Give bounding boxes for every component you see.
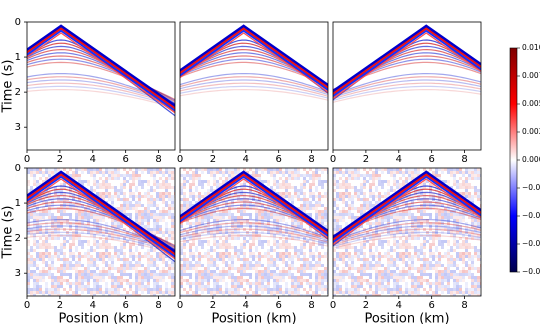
wavefield-image <box>180 22 328 150</box>
x-axis-label: Position (km) <box>211 312 296 324</box>
colorbar-tick-label: 0.0075 <box>522 71 540 80</box>
colorbar-tick-label: −0.0025 <box>522 183 540 192</box>
wavefield-image <box>333 22 481 150</box>
wavefield-image <box>27 22 175 150</box>
y-axis-label: Time (s) <box>1 60 16 114</box>
x-tick-label: 6 <box>122 154 128 165</box>
y-tick-label: 1 <box>15 198 21 209</box>
panel: 0 2 4 6 8 Position (km) <box>177 167 329 324</box>
x-tick-label: 2 <box>210 154 216 165</box>
x-tick-label: 4 <box>90 300 96 311</box>
y-tick-label: 2 <box>15 87 21 98</box>
y-tick-label: 0 <box>15 17 21 28</box>
colorbar-tick-label: −0.0050 <box>522 211 540 220</box>
x-axis-label: Position (km) <box>364 312 449 324</box>
colorbar-tick-label: 0.0050 <box>522 99 540 108</box>
wavefield-image <box>333 168 481 296</box>
axes-frame <box>26 21 176 151</box>
colorbar-tick-label: −0.0100 <box>522 267 540 276</box>
axes-frame <box>332 167 482 297</box>
x-tick-label: 6 <box>428 300 434 311</box>
panel: 0 2 4 6 8 0 1 2 3 Time (s) <box>1 17 176 165</box>
x-tick-label: 8 <box>461 154 467 165</box>
axes-frame <box>26 167 176 297</box>
x-tick-label: 0 <box>177 154 183 165</box>
y-tick-label: 0 <box>15 163 21 174</box>
y-tick-label: 1 <box>15 52 21 63</box>
wavefield-image <box>27 168 175 296</box>
colorbar <box>509 47 518 273</box>
x-tick-label: 8 <box>155 300 161 311</box>
axes-frame <box>332 21 482 151</box>
x-tick-label: 0 <box>24 154 30 165</box>
x-tick-label: 0 <box>24 300 30 311</box>
x-tick-label: 2 <box>363 154 369 165</box>
x-tick-label: 4 <box>243 154 249 165</box>
panel: 0 2 4 6 8 <box>330 21 482 165</box>
x-tick-label: 8 <box>308 154 314 165</box>
x-tick-label: 2 <box>57 154 63 165</box>
y-tick-label: 2 <box>15 233 21 244</box>
x-tick-label: 2 <box>210 300 216 311</box>
x-axis-label: Position (km) <box>58 312 143 324</box>
x-tick-label: 4 <box>243 300 249 311</box>
x-tick-label: 6 <box>275 154 281 165</box>
x-tick-label: 6 <box>428 154 434 165</box>
y-axis-label: Time (s) <box>1 206 16 260</box>
x-tick-label: 4 <box>90 154 96 165</box>
x-tick-label: 8 <box>308 300 314 311</box>
colorbar-tick-label: −0.0075 <box>522 239 540 248</box>
x-tick-label: 0 <box>330 300 336 311</box>
x-tick-label: 8 <box>461 300 467 311</box>
colorbar-tick-label: 0.0025 <box>522 127 540 136</box>
panel: 0 2 4 6 8 <box>177 21 329 165</box>
colorbar-tick-label: 0.0100 <box>522 43 540 52</box>
y-tick-label: 3 <box>15 268 21 279</box>
x-tick-label: 0 <box>330 154 336 165</box>
panel: 0 2 4 6 8 Position (km) <box>330 167 482 324</box>
x-tick-label: 8 <box>155 154 161 165</box>
x-tick-label: 4 <box>396 300 402 311</box>
wavefield-image <box>180 168 328 296</box>
x-tick-label: 6 <box>275 300 281 311</box>
y-tick-label: 3 <box>15 122 21 133</box>
x-tick-label: 2 <box>363 300 369 311</box>
x-tick-label: 2 <box>57 300 63 311</box>
x-tick-label: 0 <box>177 300 183 311</box>
x-tick-label: 6 <box>122 300 128 311</box>
colorbar-tick-label: 0.0000 <box>522 155 540 164</box>
axes-frame <box>179 21 329 151</box>
axes-frame <box>179 167 329 297</box>
x-tick-label: 4 <box>396 154 402 165</box>
panel: 0 2 4 6 8 0 1 2 3 Time (s) Position (km) <box>1 163 176 324</box>
